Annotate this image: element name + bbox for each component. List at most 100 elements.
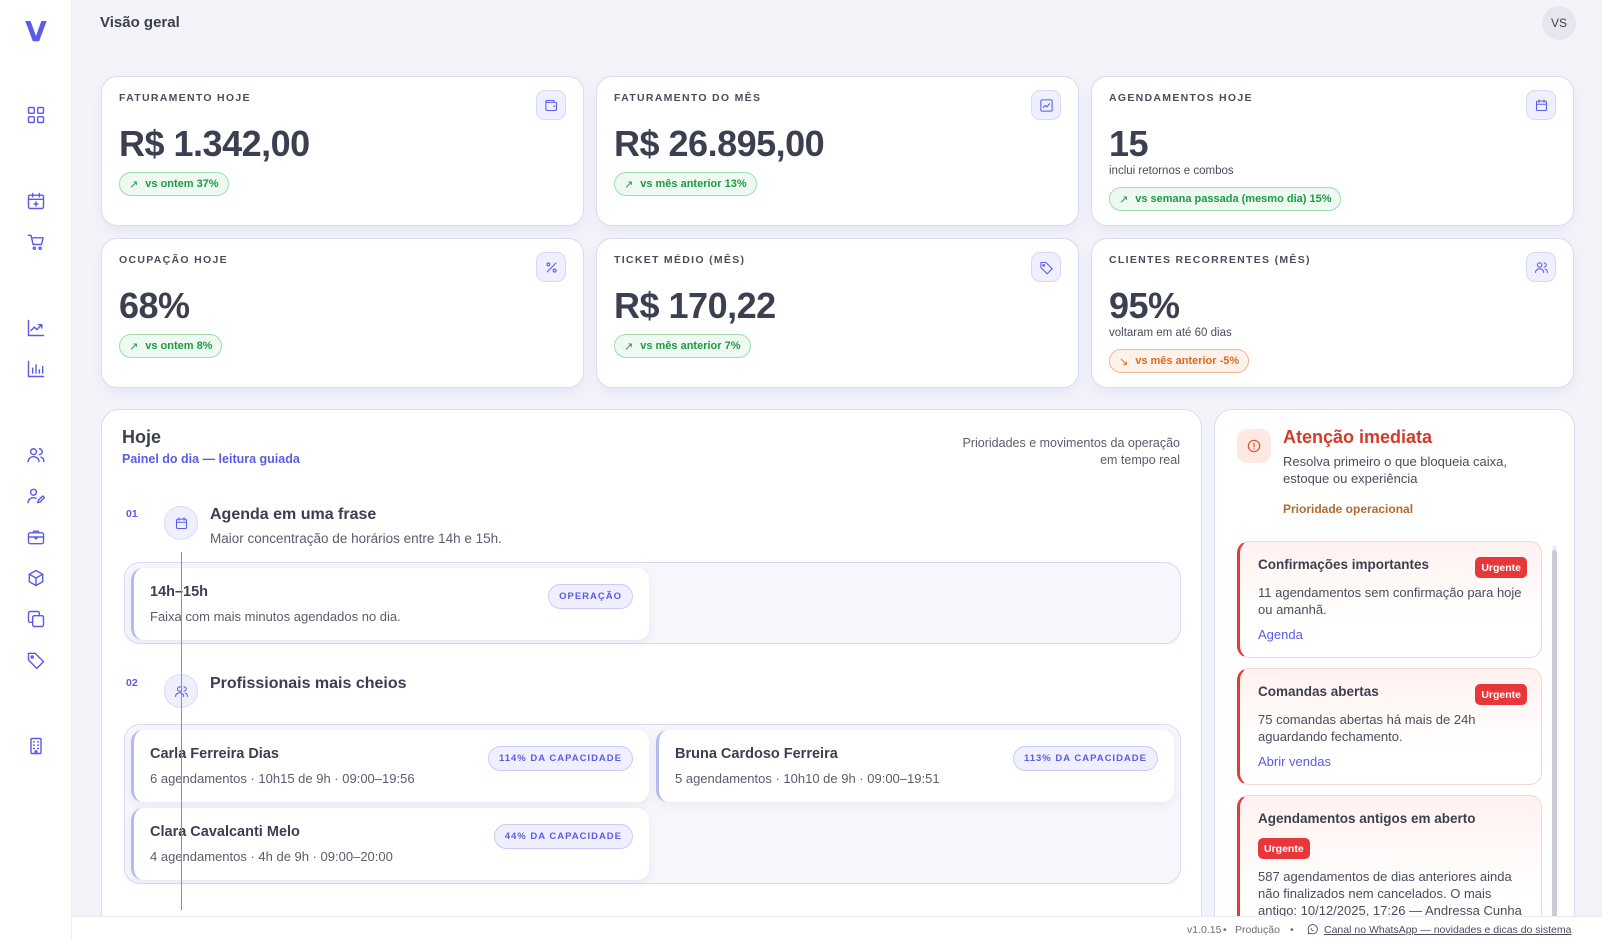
tag-icon: [1031, 252, 1061, 282]
trend-chart-icon[interactable]: [24, 316, 48, 340]
professional-details: 6 agendamentos · 10h15 de 9h · 09:00–19:…: [150, 771, 415, 786]
copy-icon[interactable]: [24, 607, 48, 631]
cart-icon[interactable]: [24, 230, 48, 254]
kpi-delta-badge: ↗ vs ontem 8%: [119, 334, 223, 358]
professional-card[interactable]: Bruna Cardoso Ferreira 5 agendamentos · …: [656, 730, 1174, 802]
alert-circle-icon: [1237, 429, 1271, 463]
kpi-card-faturamento-hoje: FATURAMENTO HOJE R$ 1.342,00 ↗ vs ontem …: [101, 76, 584, 226]
kpi-card-agendamentos-hoje: AGENDAMENTOS HOJE 15 inclui retornos e c…: [1091, 76, 1574, 226]
arrow-up-right-icon: ↗: [129, 178, 139, 191]
arrow-up-right-icon: ↗: [1119, 193, 1129, 206]
step-title: Agenda em uma frase: [210, 506, 377, 523]
kpi-delta-badge: ↗ vs mês anterior 7%: [614, 334, 751, 358]
professional-details: 4 agendamentos · 4h de 9h · 09:00–20:00: [150, 849, 393, 864]
kpi-value: R$ 1.342,00: [119, 123, 310, 164]
alert-link-agenda[interactable]: Agenda: [1258, 627, 1303, 642]
step-text: Maior concentração de horários entre 14h…: [210, 531, 502, 546]
kpi-label: FATURAMENTO DO MÊS: [614, 92, 762, 104]
step-number: 01: [126, 508, 138, 520]
alert-card: Confirmações importantes Urgente 11 agen…: [1237, 541, 1542, 658]
timeline-line: [181, 552, 182, 910]
user-avatar[interactable]: VS: [1542, 6, 1576, 40]
alert-text: 587 agendamentos de dias anteriores aind…: [1258, 869, 1522, 918]
alert-card: Comandas abertas Urgente 75 comandas abe…: [1237, 668, 1542, 785]
kpi-delta-badge: ↗ vs mês anterior 13%: [614, 172, 757, 196]
step-title: Profissionais mais cheios: [210, 675, 407, 692]
alert-text: 11 agendamentos sem confirmação para hoj…: [1258, 585, 1522, 617]
scrollbar-thumb[interactable]: [1552, 550, 1557, 941]
kpi-delta-badge: ↗ vs ontem 37%: [119, 172, 229, 196]
card-title: 14h–15h: [150, 584, 209, 600]
app-version: v1.0.15: [1187, 924, 1222, 936]
priority-label: Prioridade operacional: [1283, 502, 1414, 516]
alert-title: Agendamentos antigos em aberto: [1258, 811, 1476, 826]
kpi-value: R$ 170,22: [614, 285, 776, 326]
kpi-card-clientes-recorrentes: CLIENTES RECORRENTES (MÊS) 95% voltaram …: [1091, 238, 1574, 388]
capacity-tag: 114% DA CAPACIDADE: [487, 746, 633, 771]
box-icon[interactable]: [24, 566, 48, 590]
kpi-delta-text: vs mês anterior -5%: [1135, 355, 1240, 367]
kpi-delta-badge: ↗ vs semana passada (mesmo dia) 15%: [1109, 187, 1342, 211]
urgent-badge: Urgente: [1258, 838, 1310, 859]
kpi-delta-text: vs ontem 8%: [145, 340, 213, 352]
attention-panel: Atenção imediata Resolva primeiro o que …: [1214, 409, 1575, 941]
footer: v1.0.15 • Produção • Canal no WhatsApp —…: [72, 916, 1602, 941]
professional-card[interactable]: Carla Ferreira Dias 6 agendamentos · 10h…: [131, 730, 649, 802]
capacity-tag: 113% DA CAPACIDADE: [1012, 746, 1158, 771]
urgent-badge: Urgente: [1475, 557, 1527, 578]
whatsapp-icon: [1306, 923, 1320, 937]
percent-icon: [536, 252, 566, 282]
kpi-label: TICKET MÉDIO (MÊS): [614, 254, 746, 266]
alert-link-abrir-vendas[interactable]: Abrir vendas: [1258, 754, 1331, 769]
separator: •: [1290, 924, 1294, 936]
kpi-delta-text: vs mês anterior 7%: [640, 340, 741, 352]
kpi-card-faturamento-mes: FATURAMENTO DO MÊS R$ 26.895,00 ↗ vs mês…: [596, 76, 1079, 226]
today-subtitle: Painel do dia — leitura guiada: [122, 452, 300, 466]
dashboard-icon[interactable]: [24, 103, 48, 127]
environment-label: Produção: [1235, 924, 1280, 936]
kpi-label: AGENDAMENTOS HOJE: [1109, 92, 1253, 104]
kpi-label: OCUPAÇÃO HOJE: [119, 254, 228, 266]
calendar-add-icon[interactable]: [24, 189, 48, 213]
arrow-up-right-icon: ↗: [129, 340, 139, 353]
kpi-delta-text: vs ontem 37%: [145, 178, 219, 190]
capacity-tag: 44% DA CAPACIDADE: [493, 824, 633, 849]
kpi-value: 68%: [119, 285, 190, 326]
kpi-card-ocupacao-hoje: OCUPAÇÃO HOJE 68% ↗ vs ontem 8%: [101, 238, 584, 388]
arrow-down-right-icon: ↘: [1119, 355, 1129, 368]
topbar: Visão geral VS: [72, 0, 1602, 46]
sidebar: V: [0, 0, 72, 941]
insight-card[interactable]: 14h–15h Faixa com mais minutos agendados…: [131, 568, 649, 640]
professional-details: 5 agendamentos · 10h10 de 9h · 09:00–19:…: [675, 771, 940, 786]
kpi-value: 95%: [1109, 285, 1180, 326]
step-number: 02: [126, 677, 138, 689]
professional-name: Carla Ferreira Dias: [150, 746, 279, 762]
kpi-delta-badge: ↘ vs mês anterior -5%: [1109, 349, 1250, 373]
briefcase-icon[interactable]: [24, 525, 48, 549]
alert-title: Comandas abertas: [1258, 684, 1379, 699]
page-title: Visão geral: [100, 14, 180, 31]
attention-description: Resolva primeiro o que bloqueia caixa, e…: [1283, 454, 1508, 486]
agenda-group: 14h–15h Faixa com mais minutos agendados…: [124, 562, 1181, 644]
professionals-group: Carla Ferreira Dias 6 agendamentos · 10h…: [124, 724, 1181, 884]
app-logo[interactable]: V: [25, 15, 47, 48]
alert-title: Confirmações importantes: [1258, 557, 1430, 572]
chart-icon: [1031, 90, 1061, 120]
professional-card[interactable]: Clara Cavalcanti Melo 4 agendamentos · 4…: [131, 808, 649, 880]
wallet-icon: [536, 90, 566, 120]
kpi-card-ticket-medio: TICKET MÉDIO (MÊS) R$ 170,22 ↗ vs mês an…: [596, 238, 1079, 388]
bar-chart-icon[interactable]: [24, 357, 48, 381]
urgent-badge: Urgente: [1475, 684, 1527, 705]
today-description: Prioridades e movimentos da operação em …: [962, 436, 1180, 467]
tag-icon[interactable]: [24, 648, 48, 672]
users-icon[interactable]: [24, 443, 48, 467]
arrow-up-right-icon: ↗: [624, 178, 634, 191]
users-icon: [1526, 252, 1556, 282]
professional-name: Clara Cavalcanti Melo: [150, 824, 300, 840]
kpi-value: R$ 26.895,00: [614, 123, 825, 164]
kpi-delta-text: vs mês anterior 13%: [640, 178, 747, 190]
whatsapp-channel-link[interactable]: Canal no WhatsApp — novidades e dicas do…: [1324, 924, 1572, 936]
card-text: Faixa com mais minutos agendados no dia.: [150, 609, 401, 624]
user-edit-icon[interactable]: [24, 484, 48, 508]
building-icon[interactable]: [24, 734, 48, 758]
